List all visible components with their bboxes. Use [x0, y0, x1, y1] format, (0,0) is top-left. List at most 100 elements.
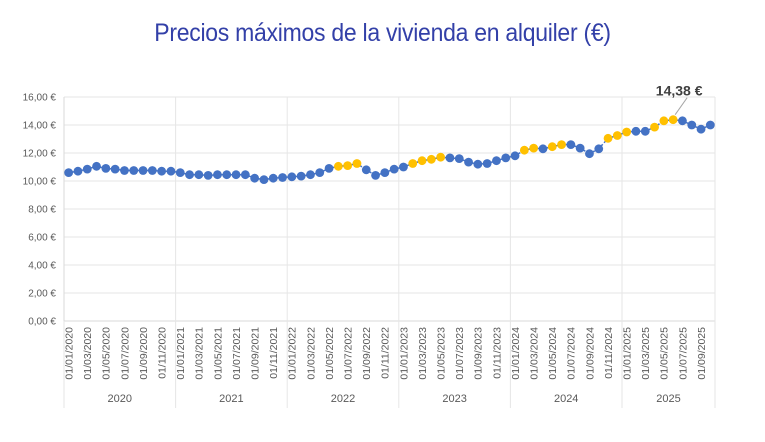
x-tick-label: 01/03/2024: [528, 327, 540, 380]
data-point: [120, 166, 129, 175]
x-year-label: 2024: [554, 393, 578, 405]
x-tick-label: 01/09/2023: [473, 327, 485, 380]
data-point: [110, 164, 120, 174]
x-tick-label: 01/05/2025: [659, 327, 671, 380]
data-point-highlight: [547, 142, 557, 152]
data-point-highlight: [408, 159, 418, 168]
data-point: [575, 143, 585, 153]
x-axis: 01/01/2020 01/03/2020 01/05/2020 01/07/2020…: [63, 321, 716, 408]
data-point: [157, 166, 167, 176]
data-point: [175, 168, 185, 178]
data-point: [371, 171, 380, 180]
data-point: [631, 126, 641, 136]
x-tick-label: 01/01/2022: [287, 327, 299, 380]
x-tick-label: 01/07/2020: [119, 327, 131, 380]
x-tick-label: 01/03/2023: [417, 327, 429, 380]
data-point: [306, 170, 315, 180]
x-tick-label: 01/01/2024: [510, 327, 522, 380]
x-tick-label: 01/03/2021: [194, 327, 206, 380]
annotation: 14,38 €: [656, 83, 703, 115]
x-tick-label: 01/01/2020: [63, 327, 75, 380]
data-point: [566, 140, 576, 150]
x-tick-label: 01/07/2025: [677, 327, 689, 380]
y-tick-label: 14,00 €: [23, 121, 57, 132]
y-tick-label: 16,00 €: [23, 93, 57, 104]
data-point: [678, 116, 687, 126]
data-point: [259, 175, 269, 185]
data-point-highlight: [426, 154, 436, 164]
y-tick-label: 6,00 €: [28, 233, 56, 244]
data-point: [315, 168, 325, 178]
data-point: [482, 159, 492, 168]
data-point: [268, 173, 278, 183]
data-point: [399, 162, 408, 172]
data-point: [213, 170, 222, 180]
data-point-highlight: [668, 115, 678, 125]
data-point: [92, 161, 101, 171]
gridlines: [63, 96, 716, 322]
y-tick-label: 2,00 €: [28, 289, 56, 300]
y-tick-label: 8,00 €: [28, 205, 56, 216]
data-point-highlight: [622, 127, 632, 137]
data-point-highlight: [603, 133, 613, 143]
data-point: [361, 165, 371, 175]
data-point: [640, 126, 650, 136]
x-tick-label: 01/09/2022: [361, 327, 373, 380]
x-year-label: 2022: [331, 393, 355, 405]
data-point-highlight: [529, 143, 539, 153]
x-tick-label: 01/11/2020: [156, 327, 168, 379]
data-point: [185, 170, 194, 180]
data-point: [166, 166, 176, 176]
x-year-label: 2020: [108, 393, 132, 405]
data-point: [594, 144, 604, 154]
data-point: [510, 151, 520, 161]
data-point: [585, 149, 594, 159]
x-tick-label: 01/09/2024: [584, 327, 596, 380]
y-tick-label: 0,00 €: [28, 317, 56, 328]
x-tick-label: 01/03/2025: [640, 327, 652, 380]
x-tick-label: 01/03/2022: [305, 327, 317, 380]
data-point: [138, 166, 148, 175]
data-point-highlight: [352, 159, 362, 168]
data-point-highlight: [436, 152, 446, 162]
data-point: [250, 173, 260, 183]
x-tick-label: 01/09/2020: [138, 327, 150, 380]
x-tick-label: 01/11/2024: [603, 327, 615, 379]
data-point: [222, 170, 232, 180]
data-point: [705, 120, 715, 130]
data-point: [324, 164, 334, 173]
x-tick-label: 01/05/2022: [324, 327, 336, 380]
x-tick-label: 01/05/2021: [212, 327, 224, 380]
x-tick-label: 01/11/2021: [268, 327, 280, 379]
data-point: [194, 170, 204, 180]
x-tick-label: 01/01/2025: [621, 327, 633, 380]
data-point-highlight: [519, 145, 529, 155]
y-tick-label: 10,00 €: [23, 177, 57, 188]
x-tick-label: 01/07/2021: [231, 327, 243, 380]
y-tick-label: 12,00 €: [23, 149, 57, 160]
data-point: [389, 164, 399, 174]
series-line: [64, 115, 715, 185]
data-point: [64, 168, 74, 178]
x-tick-label: 01/05/2020: [101, 327, 113, 380]
data-point: [203, 171, 213, 180]
data-point: [101, 164, 111, 173]
data-point-highlight: [333, 161, 343, 171]
data-point: [464, 157, 473, 167]
chart-title: Precios máximos de la vivienda en alquil…: [154, 19, 611, 47]
x-tick-label: 01/07/2022: [342, 327, 354, 380]
data-point: [240, 170, 250, 180]
data-point: [473, 159, 483, 169]
x-tick-label: 01/05/2023: [435, 327, 447, 380]
annotation-leader-line: [674, 97, 688, 115]
x-year-label: 2025: [656, 393, 680, 405]
data-point-highlight: [659, 116, 669, 126]
x-tick-label: 01/07/2024: [566, 327, 578, 380]
data-point: [147, 166, 157, 175]
x-year-label: 2023: [442, 393, 466, 405]
x-tick-label: 01/11/2023: [491, 327, 503, 379]
data-point: [129, 166, 139, 175]
data-point: [278, 173, 287, 182]
annotation-label: 14,38 €: [656, 83, 703, 99]
data-point: [287, 172, 297, 182]
